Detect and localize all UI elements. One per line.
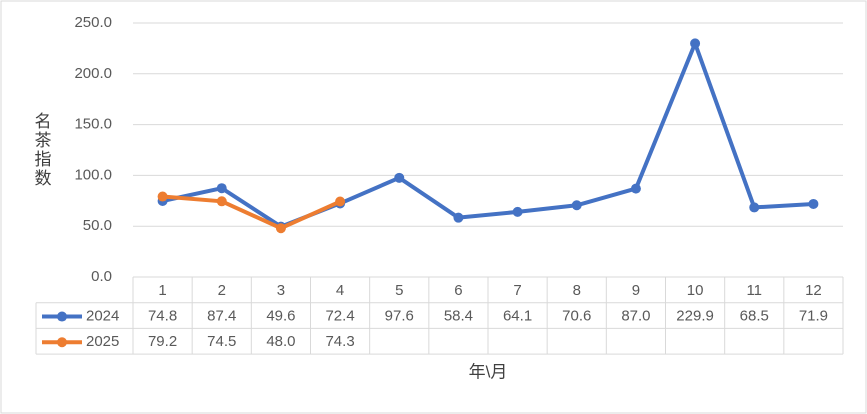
marker	[275, 223, 286, 234]
legend-marker	[57, 311, 67, 322]
legend-label: 2025	[86, 333, 119, 350]
marker	[690, 38, 701, 49]
x-tick-label: 1	[158, 282, 166, 299]
x-tick-label: 4	[336, 282, 344, 299]
table-value: 58.4	[444, 308, 473, 325]
marker	[512, 206, 523, 217]
table-value: 79.2	[148, 333, 177, 350]
table-value: 72.4	[325, 308, 354, 325]
x-tick-label: 12	[805, 282, 822, 299]
x-tick-label: 8	[573, 282, 581, 299]
marker	[808, 198, 819, 209]
x-tick-label: 10	[687, 282, 704, 299]
marker	[216, 196, 227, 207]
table-value: 87.0	[621, 308, 650, 325]
legend-label: 2024	[86, 308, 119, 325]
marker	[571, 200, 582, 211]
legend-marker	[57, 337, 67, 348]
table-value: 64.1	[503, 308, 532, 325]
table-value: 68.5	[740, 308, 769, 325]
table-value: 229.9	[676, 308, 714, 325]
series-line	[162, 194, 341, 231]
x-tick-label: 7	[513, 282, 521, 299]
marker	[335, 196, 346, 207]
marker	[157, 191, 168, 202]
y-tick-label: 200.0	[74, 65, 112, 82]
x-tick-label: 9	[632, 282, 640, 299]
x-tick-label: 6	[454, 282, 462, 299]
y-tick-label: 150.0	[74, 116, 112, 133]
y-tick-label: 250.0	[74, 14, 112, 31]
table-value: 71.9	[799, 308, 828, 325]
y-tick-label: 50.0	[83, 217, 112, 234]
x-tick-label: 2	[218, 282, 226, 299]
table-value: 97.6	[385, 308, 414, 325]
marker	[749, 202, 760, 213]
table-value: 74.5	[207, 333, 236, 350]
table-value: 70.6	[562, 308, 591, 325]
x-tick-label: 5	[395, 282, 403, 299]
table-value: 49.6	[266, 308, 295, 325]
y-tick-label: 100.0	[74, 166, 112, 183]
table-value: 87.4	[207, 308, 236, 325]
x-tick-label: 11	[746, 282, 762, 299]
table-value: 74.8	[148, 308, 177, 325]
marker	[630, 183, 641, 194]
x-axis-label: 年\月	[469, 362, 508, 381]
x-tick-label: 3	[277, 282, 285, 299]
series-line	[162, 41, 814, 229]
table-value: 48.0	[266, 333, 295, 350]
y-axis-label: 名茶指数	[32, 112, 52, 188]
marker	[216, 183, 227, 194]
marker	[394, 172, 405, 183]
marker	[453, 212, 464, 223]
y-tick-label: 0.0	[91, 268, 112, 285]
table-value: 74.3	[325, 333, 354, 350]
